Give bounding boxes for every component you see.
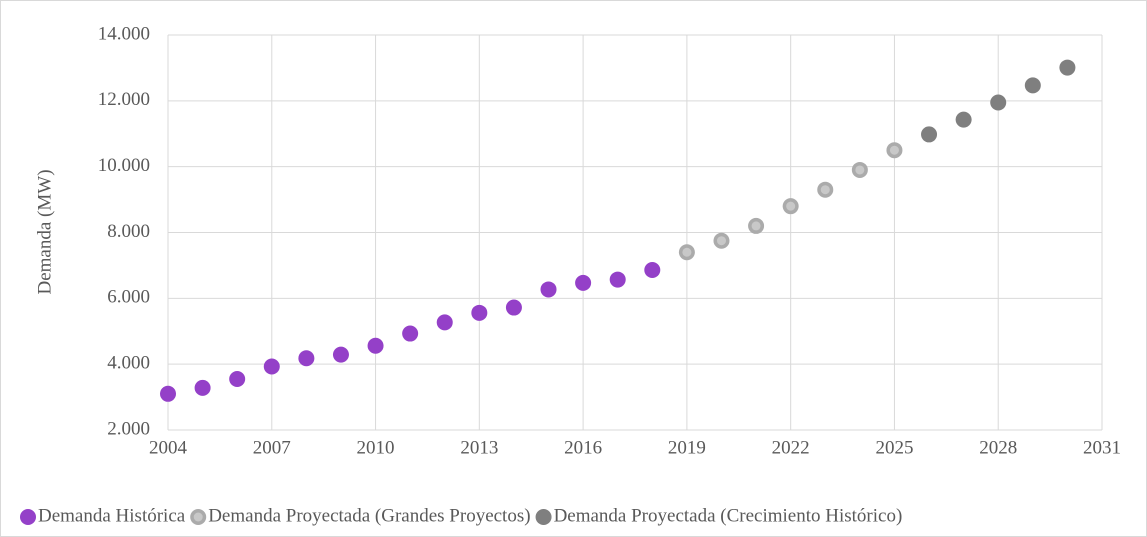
data-point-highlight [855,165,865,175]
legend-label: Demanda Proyectada (Crecimiento Históric… [554,505,903,526]
data-point-highlight [786,201,796,211]
data-point [644,262,661,279]
x-tick-label: 2028 [979,437,1017,458]
y-tick-label: 14.000 [98,23,150,44]
data-point [367,337,384,354]
x-tick-label: 2007 [253,437,291,458]
legend-label: Demanda Histórica [38,505,186,526]
data-point-highlight [820,185,830,195]
x-tick-label: 2016 [564,437,602,458]
data-point-highlight [889,145,899,155]
data-point [990,94,1007,111]
x-tick-label: 2013 [460,437,498,458]
data-point [1024,77,1041,94]
data-point [194,379,211,396]
data-point [436,314,453,331]
y-axis-label: Demanda (MW) [34,169,55,294]
y-tick-label: 6.000 [107,287,150,308]
x-tick-label: 2031 [1083,437,1121,458]
data-point-highlight [716,236,726,246]
data-point [471,304,488,321]
legend-label: Demanda Proyectada (Grandes Proyectos) [208,505,530,526]
data-point [298,350,315,367]
x-tick-label: 2025 [875,437,913,458]
legend-marker [20,509,36,525]
y-tick-label: 12.000 [98,89,150,110]
legend-marker-highlight [193,512,203,522]
data-point-highlight [751,221,761,231]
x-tick-label: 2019 [668,437,706,458]
data-point [1059,59,1076,76]
x-tick-label: 2010 [357,437,395,458]
y-tick-label: 10.000 [98,155,150,176]
legend-marker [535,509,552,525]
data-point [921,126,938,143]
y-tick-label: 8.000 [107,221,150,242]
data-point [540,281,557,298]
x-tick-label: 2022 [772,437,810,458]
y-tick-label: 4.000 [107,353,150,374]
data-point-highlight [682,247,692,257]
data-point [575,274,592,291]
data-point [332,346,349,363]
data-point [263,358,280,375]
data-point [402,325,419,342]
data-point [955,111,972,128]
data-point [160,385,176,402]
data-point [505,299,522,316]
x-tick-label: 2004 [149,437,188,458]
data-point [229,370,246,387]
y-tick-label: 2.000 [107,418,150,439]
data-point [609,271,626,288]
